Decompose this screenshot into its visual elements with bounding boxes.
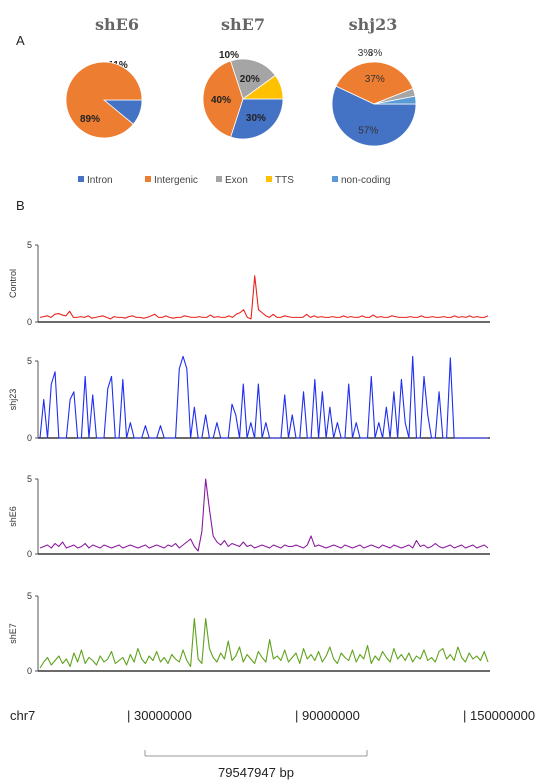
legend-label-non-coding: non-coding	[341, 175, 390, 186]
chromosome-label: chr7	[10, 708, 35, 723]
pie-label-non-coding: 3%	[368, 48, 383, 59]
pie-chart-she7: 30% 40% 20% 10%	[202, 50, 284, 140]
track-y-tick-label-max: 5	[27, 356, 32, 366]
track-signal-line	[39, 275, 489, 320]
track-she7: 5 0 shE7	[8, 591, 490, 676]
track-control: 5 0 Control	[8, 240, 490, 327]
genome-tick-1: | 30000000	[127, 708, 192, 723]
pie-slice-intergenic	[202, 60, 244, 138]
track-name-label: Control	[8, 269, 18, 298]
pie-label-intergenic: 40%	[211, 95, 231, 106]
pie-label-exon: 3%	[358, 48, 373, 59]
track-name-label: shE6	[8, 506, 18, 527]
pie-label-intron: 30%	[246, 113, 266, 124]
pie-slice-intergenic	[335, 61, 414, 105]
pie-label-intergenic: 89%	[80, 114, 100, 125]
genome-tick-3: | 150000000	[463, 708, 535, 723]
legend-swatch-intergenic	[145, 176, 151, 182]
coverage-tracks: 5 0 Control 5 0 shj23 5 0 shE6 5 0 shE7	[8, 240, 490, 676]
track-y-tick-label-max: 5	[27, 591, 32, 601]
track-she6: 5 0 shE6	[8, 474, 490, 559]
pie-legend: Intron Intergenic Exon TTS non-coding	[78, 175, 390, 186]
track-y-tick-label-max: 5	[27, 474, 32, 484]
track-signal-line	[39, 617, 489, 669]
legend-swatch-intron	[78, 176, 84, 182]
track-y-tick-label-min: 0	[27, 433, 32, 443]
pie-title-shj23: shj23	[349, 15, 398, 34]
pie-label-exon: 20%	[240, 74, 260, 85]
pie-slice-tts	[241, 74, 284, 100]
legend-swatch-non-coding	[332, 176, 338, 182]
track-y-tick-label-min: 0	[27, 549, 32, 559]
pie-chart-shj23: 57% 37% 3%3%	[331, 48, 417, 147]
track-signal-line	[39, 478, 489, 552]
legend-label-intergenic: Intergenic	[154, 175, 198, 186]
panel-b-label: B	[16, 198, 25, 213]
pie-slice-intron	[331, 85, 417, 147]
pie-title-she6: shE6	[95, 15, 139, 34]
legend-label-exon: Exon	[225, 175, 248, 186]
pie-label-intron: 57%	[358, 125, 378, 136]
track-name-label: shj23	[8, 389, 18, 411]
scale-bar-label: 79547947 bp	[218, 765, 294, 780]
scale-bar	[144, 750, 368, 757]
pie-title-she7: shE7	[221, 15, 265, 34]
track-y-tick-label-min: 0	[27, 666, 32, 676]
pie-label-intergenic: 37%	[365, 74, 385, 85]
pie-slice-non-coding	[373, 95, 417, 105]
track-name-label: shE7	[8, 623, 18, 644]
track-shj23: 5 0 shj23	[8, 355, 490, 443]
legend-swatch-tts	[266, 176, 272, 182]
legend-swatch-exon	[216, 176, 222, 182]
panel-a-label: A	[16, 33, 25, 48]
track-y-tick-label-max: 5	[27, 240, 32, 250]
pie-slice-exon	[230, 58, 276, 100]
pie-slice-intron	[230, 98, 284, 140]
pie-label-tts: 10%	[219, 50, 239, 61]
genome-tick-2: | 90000000	[295, 708, 360, 723]
legend-label-tts: TTS	[275, 175, 294, 186]
pie-chart-she6: 11%89%	[65, 60, 143, 139]
track-y-tick-label-min: 0	[27, 317, 32, 327]
pie-slice-intergenic	[65, 61, 143, 139]
legend-label-intron: Intron	[87, 175, 113, 186]
track-signal-line	[39, 355, 488, 439]
